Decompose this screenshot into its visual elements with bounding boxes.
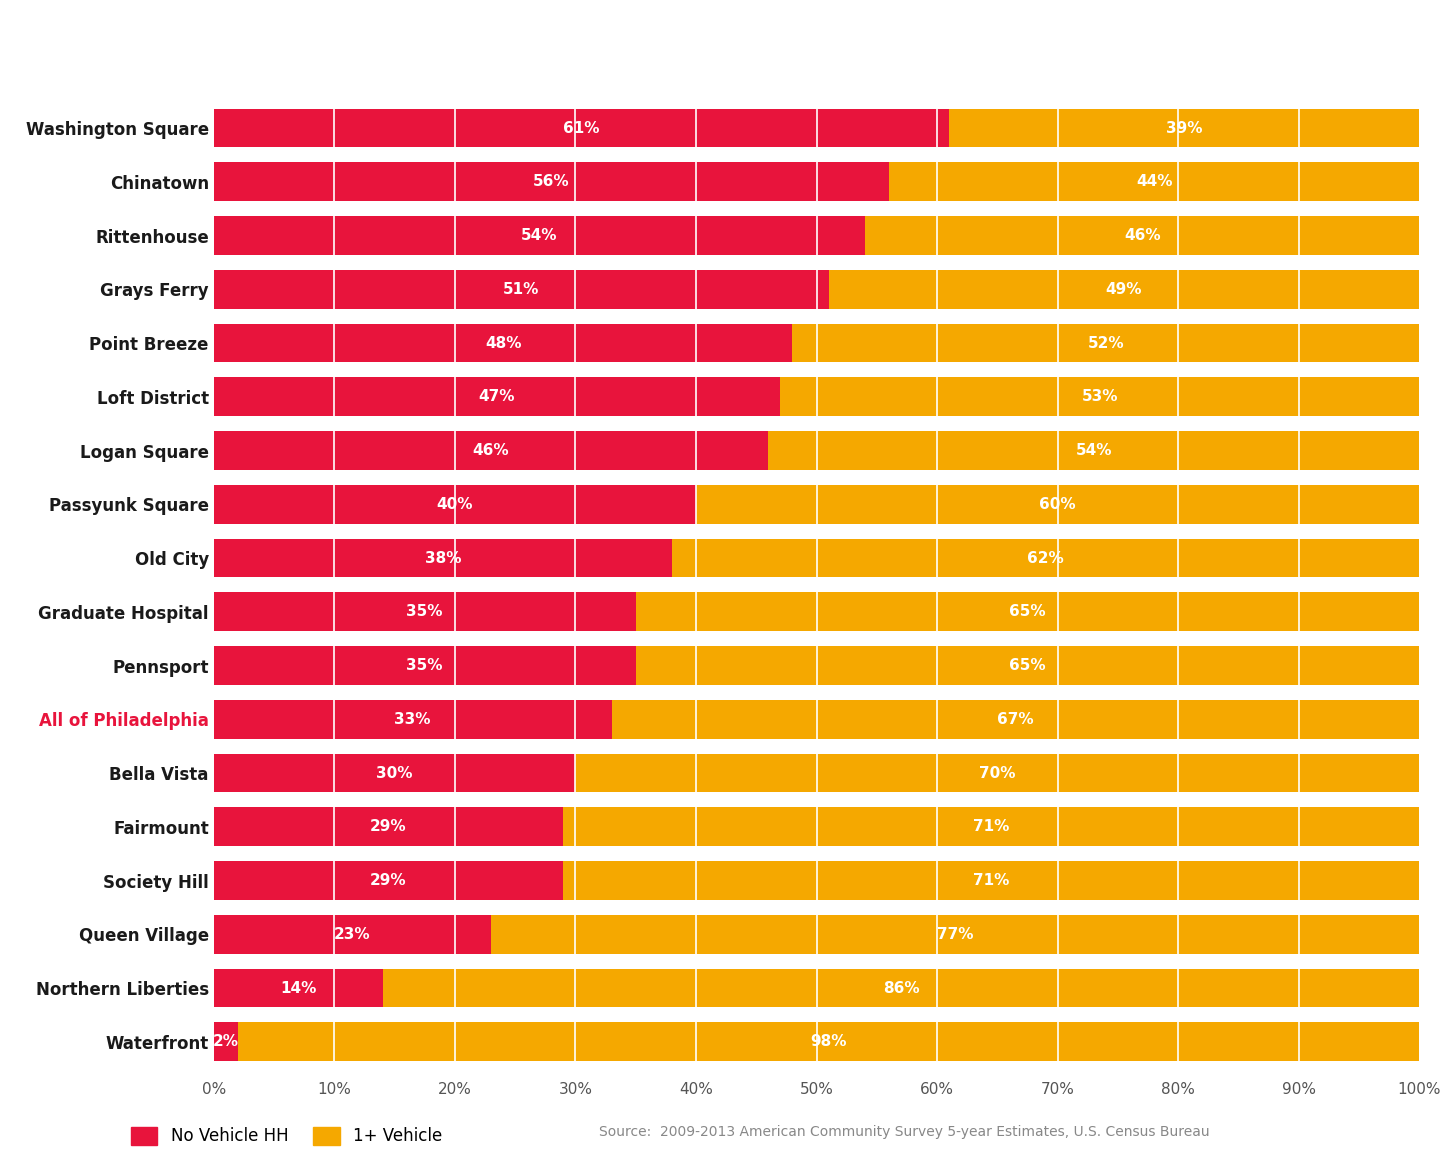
Bar (238, 1022, 1419, 1062)
Bar (214, 431, 768, 470)
Bar (214, 324, 793, 362)
Text: 56%: 56% (533, 175, 569, 190)
Bar (214, 968, 383, 1007)
Text: 65%: 65% (1009, 604, 1045, 619)
Text: 47%: 47% (479, 389, 516, 404)
Bar (671, 539, 1419, 577)
Text: Figure 14:: Figure 14: (19, 23, 186, 52)
Text: 38%: 38% (425, 551, 461, 566)
Bar (949, 108, 1419, 148)
Bar (214, 377, 780, 417)
Bar (214, 108, 949, 148)
Text: 29%: 29% (370, 873, 407, 888)
Bar (214, 592, 635, 631)
Text: 35%: 35% (406, 604, 443, 619)
Bar (563, 808, 1419, 846)
Text: 29%: 29% (370, 819, 407, 835)
Bar (214, 700, 612, 739)
Text: 51%: 51% (503, 282, 540, 297)
Text: 44%: 44% (1136, 175, 1173, 190)
Text: 48%: 48% (485, 335, 521, 350)
Text: 46%: 46% (472, 443, 510, 459)
Text: 60%: 60% (1040, 497, 1076, 512)
Legend: No Vehicle HH, 1+ Vehicle: No Vehicle HH, 1+ Vehicle (124, 1120, 449, 1152)
Bar (829, 270, 1419, 308)
Bar (214, 539, 671, 577)
Text: 14%: 14% (280, 980, 316, 995)
Bar (563, 861, 1419, 900)
Bar (793, 324, 1419, 362)
Text: Source:  2009-2013 American Community Survey 5-year Estimates, U.S. Census Burea: Source: 2009-2013 American Community Sur… (599, 1126, 1210, 1140)
Bar (383, 968, 1419, 1007)
Text: 67%: 67% (998, 711, 1034, 726)
Text: 71%: 71% (973, 819, 1009, 835)
Text: 46%: 46% (1123, 228, 1161, 243)
Text: Households Without Cars: Households Without Cars (139, 23, 524, 52)
Text: 2%: 2% (212, 1035, 238, 1049)
Text: 65%: 65% (1009, 658, 1045, 673)
Text: 33%: 33% (394, 711, 430, 726)
Text: 53%: 53% (1082, 389, 1118, 404)
Bar (575, 753, 1419, 793)
Text: 77%: 77% (937, 927, 973, 942)
Text: 70%: 70% (979, 766, 1015, 781)
Bar (780, 377, 1419, 417)
Bar (214, 753, 575, 793)
Text: 54%: 54% (1076, 443, 1112, 459)
Text: 86%: 86% (882, 980, 920, 995)
Text: 39%: 39% (1167, 121, 1203, 135)
Bar (768, 431, 1419, 470)
Text: 52%: 52% (1087, 335, 1125, 350)
Bar (612, 700, 1419, 739)
Text: 61%: 61% (563, 121, 599, 135)
Bar (635, 592, 1419, 631)
Text: 23%: 23% (334, 927, 371, 942)
Bar (214, 808, 563, 846)
Bar (214, 1022, 238, 1062)
Bar (214, 915, 491, 953)
Text: 40%: 40% (436, 497, 474, 512)
Text: 98%: 98% (810, 1035, 846, 1049)
Bar (214, 270, 829, 308)
Bar (491, 915, 1419, 953)
Text: 49%: 49% (1106, 282, 1142, 297)
Text: 71%: 71% (973, 873, 1009, 888)
Text: 30%: 30% (377, 766, 413, 781)
Bar (214, 861, 563, 900)
Bar (214, 217, 865, 255)
Text: 62%: 62% (1027, 551, 1064, 566)
Bar (214, 485, 696, 524)
Bar (635, 646, 1419, 684)
Bar (696, 485, 1419, 524)
Bar (214, 646, 635, 684)
Bar (214, 163, 890, 201)
Text: 54%: 54% (521, 228, 557, 243)
Text: 35%: 35% (406, 658, 443, 673)
Bar (890, 163, 1419, 201)
Bar (865, 217, 1419, 255)
